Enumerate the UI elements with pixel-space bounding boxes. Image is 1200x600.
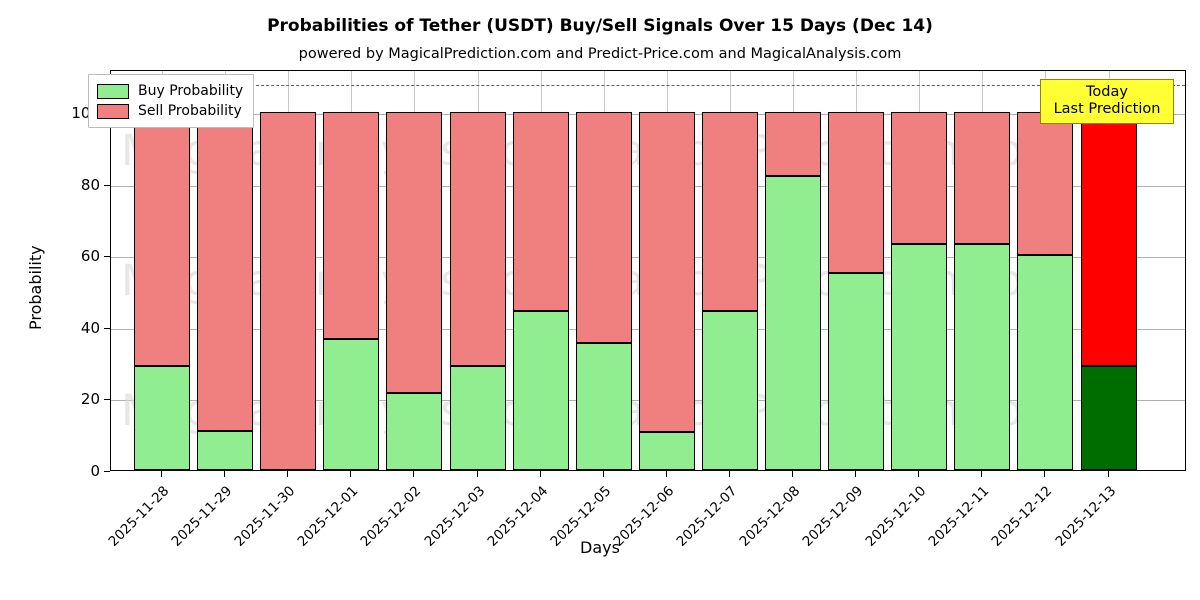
bar-segment-sell[interactable] <box>449 111 506 367</box>
bar-group[interactable] <box>575 71 632 470</box>
bar-segment-buy[interactable] <box>449 366 506 470</box>
y-tick-label-0: 0 <box>90 462 100 480</box>
bar-segment-sell[interactable] <box>1080 111 1137 367</box>
today-annotation-line-2: Last Prediction <box>1053 101 1161 118</box>
bar-group[interactable] <box>765 71 821 470</box>
threshold-line <box>111 85 1185 87</box>
bar-segment-sell[interactable] <box>954 111 1011 245</box>
bar-segment-buy[interactable] <box>575 342 632 470</box>
bar-segment-sell[interactable] <box>701 111 758 311</box>
x-tick-mark-0 <box>161 471 162 477</box>
x-tick-mark-11 <box>855 471 857 477</box>
x-tick-mark-6 <box>539 471 541 477</box>
bar-segment-buy[interactable] <box>1017 255 1074 470</box>
bar-segment-sell[interactable] <box>323 111 380 340</box>
x-tick-mark-15 <box>1107 471 1109 477</box>
bar-group[interactable] <box>954 71 1011 470</box>
y-axis-label: Probability <box>26 245 45 330</box>
bar-segment-sell[interactable] <box>512 111 569 311</box>
bar-segment-buy[interactable] <box>512 310 569 470</box>
bar-segment-buy[interactable] <box>891 244 948 470</box>
bar-group[interactable] <box>197 71 254 470</box>
bar-group[interactable] <box>828 71 885 470</box>
y-tick-mark-20 <box>104 399 110 401</box>
legend-swatch-sell-icon <box>97 103 129 119</box>
bar-segment-buy[interactable] <box>828 273 885 470</box>
y-tick-label-60: 60 <box>80 247 100 266</box>
y-tick-label-80: 80 <box>80 175 100 194</box>
y-tick-mark-40 <box>104 327 110 329</box>
x-tick-mark-1 <box>224 471 226 477</box>
bar-group[interactable] <box>386 71 443 470</box>
x-axis-label: Days <box>580 538 620 557</box>
bar-group[interactable] <box>512 71 569 470</box>
bar-segment-buy[interactable] <box>765 176 821 470</box>
bar-segment-buy[interactable] <box>1080 366 1137 470</box>
bar-segment-sell[interactable] <box>260 111 317 470</box>
chart-subtitle: powered by MagicalPrediction.com and Pre… <box>298 46 902 62</box>
today-annotation: Today Last Prediction <box>1040 79 1174 125</box>
bar-group[interactable] <box>1017 71 1074 470</box>
y-tick-label-40: 40 <box>80 318 100 337</box>
bar-segment-sell[interactable] <box>197 111 254 431</box>
bar-segment-buy[interactable] <box>701 310 758 470</box>
plot-area: MagicalAnalysis.comMagicalPrediction.com… <box>110 70 1186 471</box>
y-tick-mark-60 <box>104 256 110 258</box>
y-tick-label-20: 20 <box>80 390 100 409</box>
legend-swatch-buy-icon <box>97 83 129 99</box>
bar-group[interactable] <box>134 71 190 470</box>
x-tick-mark-3 <box>350 471 352 477</box>
bar-segment-buy[interactable] <box>638 432 695 470</box>
bar-segment-sell[interactable] <box>638 111 695 433</box>
legend-item-sell[interactable]: Sell Probability <box>97 101 243 121</box>
legend-label-sell: Sell Probability <box>138 103 242 119</box>
bar-segment-sell[interactable] <box>891 111 948 245</box>
bar-group[interactable] <box>1080 71 1137 470</box>
bar-segment-buy[interactable] <box>134 366 190 470</box>
bar-segment-buy[interactable] <box>323 339 380 470</box>
x-tick-mark-2 <box>287 471 289 477</box>
bar-group[interactable] <box>638 71 695 470</box>
bar-group[interactable] <box>260 71 317 470</box>
bar-group[interactable] <box>449 71 506 470</box>
bar-segment-sell[interactable] <box>1017 111 1074 256</box>
today-annotation-line-1: Today <box>1086 84 1128 100</box>
bar-segment-sell[interactable] <box>828 111 885 274</box>
y-tick-mark-80 <box>104 184 110 186</box>
x-tick-mark-14 <box>1044 471 1046 477</box>
bar-group[interactable] <box>891 71 948 470</box>
x-tick-mark-13 <box>981 471 983 477</box>
bar-segment-buy[interactable] <box>386 393 443 470</box>
bar-segment-buy[interactable] <box>197 430 254 470</box>
legend-item-buy[interactable]: Buy Probability <box>97 81 243 101</box>
bar-segment-sell[interactable] <box>386 111 443 394</box>
x-tick-mark-9 <box>728 471 730 477</box>
bar-group[interactable] <box>701 71 758 470</box>
x-tick-mark-10 <box>792 471 793 477</box>
bar-group[interactable] <box>323 71 380 470</box>
bar-segment-sell[interactable] <box>134 111 190 367</box>
x-tick-mark-7 <box>602 471 604 477</box>
bars-layer <box>111 71 1185 470</box>
x-tick-mark-5 <box>476 471 478 477</box>
chart-legend: Buy Probability Sell Probability <box>88 74 255 128</box>
y-tick-mark-0 <box>104 471 110 472</box>
x-tick-mark-8 <box>665 471 667 477</box>
x-tick-mark-4 <box>413 471 415 477</box>
bar-segment-sell[interactable] <box>765 111 821 177</box>
bar-segment-buy[interactable] <box>954 244 1011 470</box>
bar-segment-sell[interactable] <box>575 111 632 343</box>
legend-label-buy: Buy Probability <box>138 83 244 99</box>
x-tick-mark-12 <box>918 471 920 477</box>
chart-title: Probabilities of Tether (USDT) Buy/Sell … <box>267 16 933 36</box>
